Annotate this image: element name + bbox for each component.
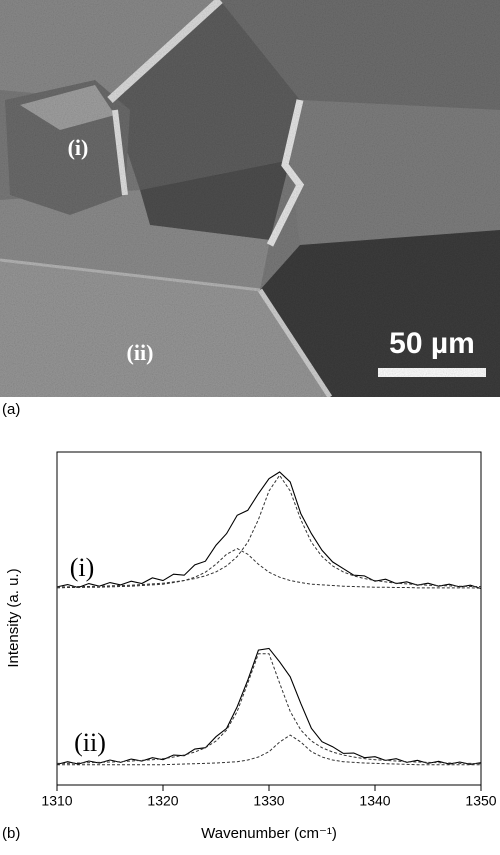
chart: Wavenumber (cm⁻¹) Intensity (a. u.) (b) … [2,451,497,842]
spectrum-line [56,471,482,590]
panel-label: (b) [2,825,20,842]
y-axis-label: Intensity (a. u.) [5,568,22,667]
x-tick-label: 1350 [465,793,496,809]
panel-label: (a) [2,401,20,418]
fit-curve [56,548,482,589]
x-tick-label: 1320 [147,793,178,809]
x-tick-label: 1330 [253,793,284,809]
curve-annotation: (ii) [74,728,106,757]
plot-frame [56,451,482,786]
x-tick-label: 1310 [41,793,72,809]
fit-curve [57,734,481,766]
x-axis-label: Wavenumber (cm⁻¹) [201,825,337,842]
spectrum-line [56,647,482,765]
sem-image [0,0,500,397]
fit-curve [57,653,482,765]
curve-annotation: (i) [70,553,95,582]
x-tick-label: 1340 [359,793,390,809]
image-label: (i) [68,135,89,160]
image-label: (ii) [127,340,154,365]
scale-bar-label: 50 µm [389,327,475,360]
fit-curve [57,474,481,588]
